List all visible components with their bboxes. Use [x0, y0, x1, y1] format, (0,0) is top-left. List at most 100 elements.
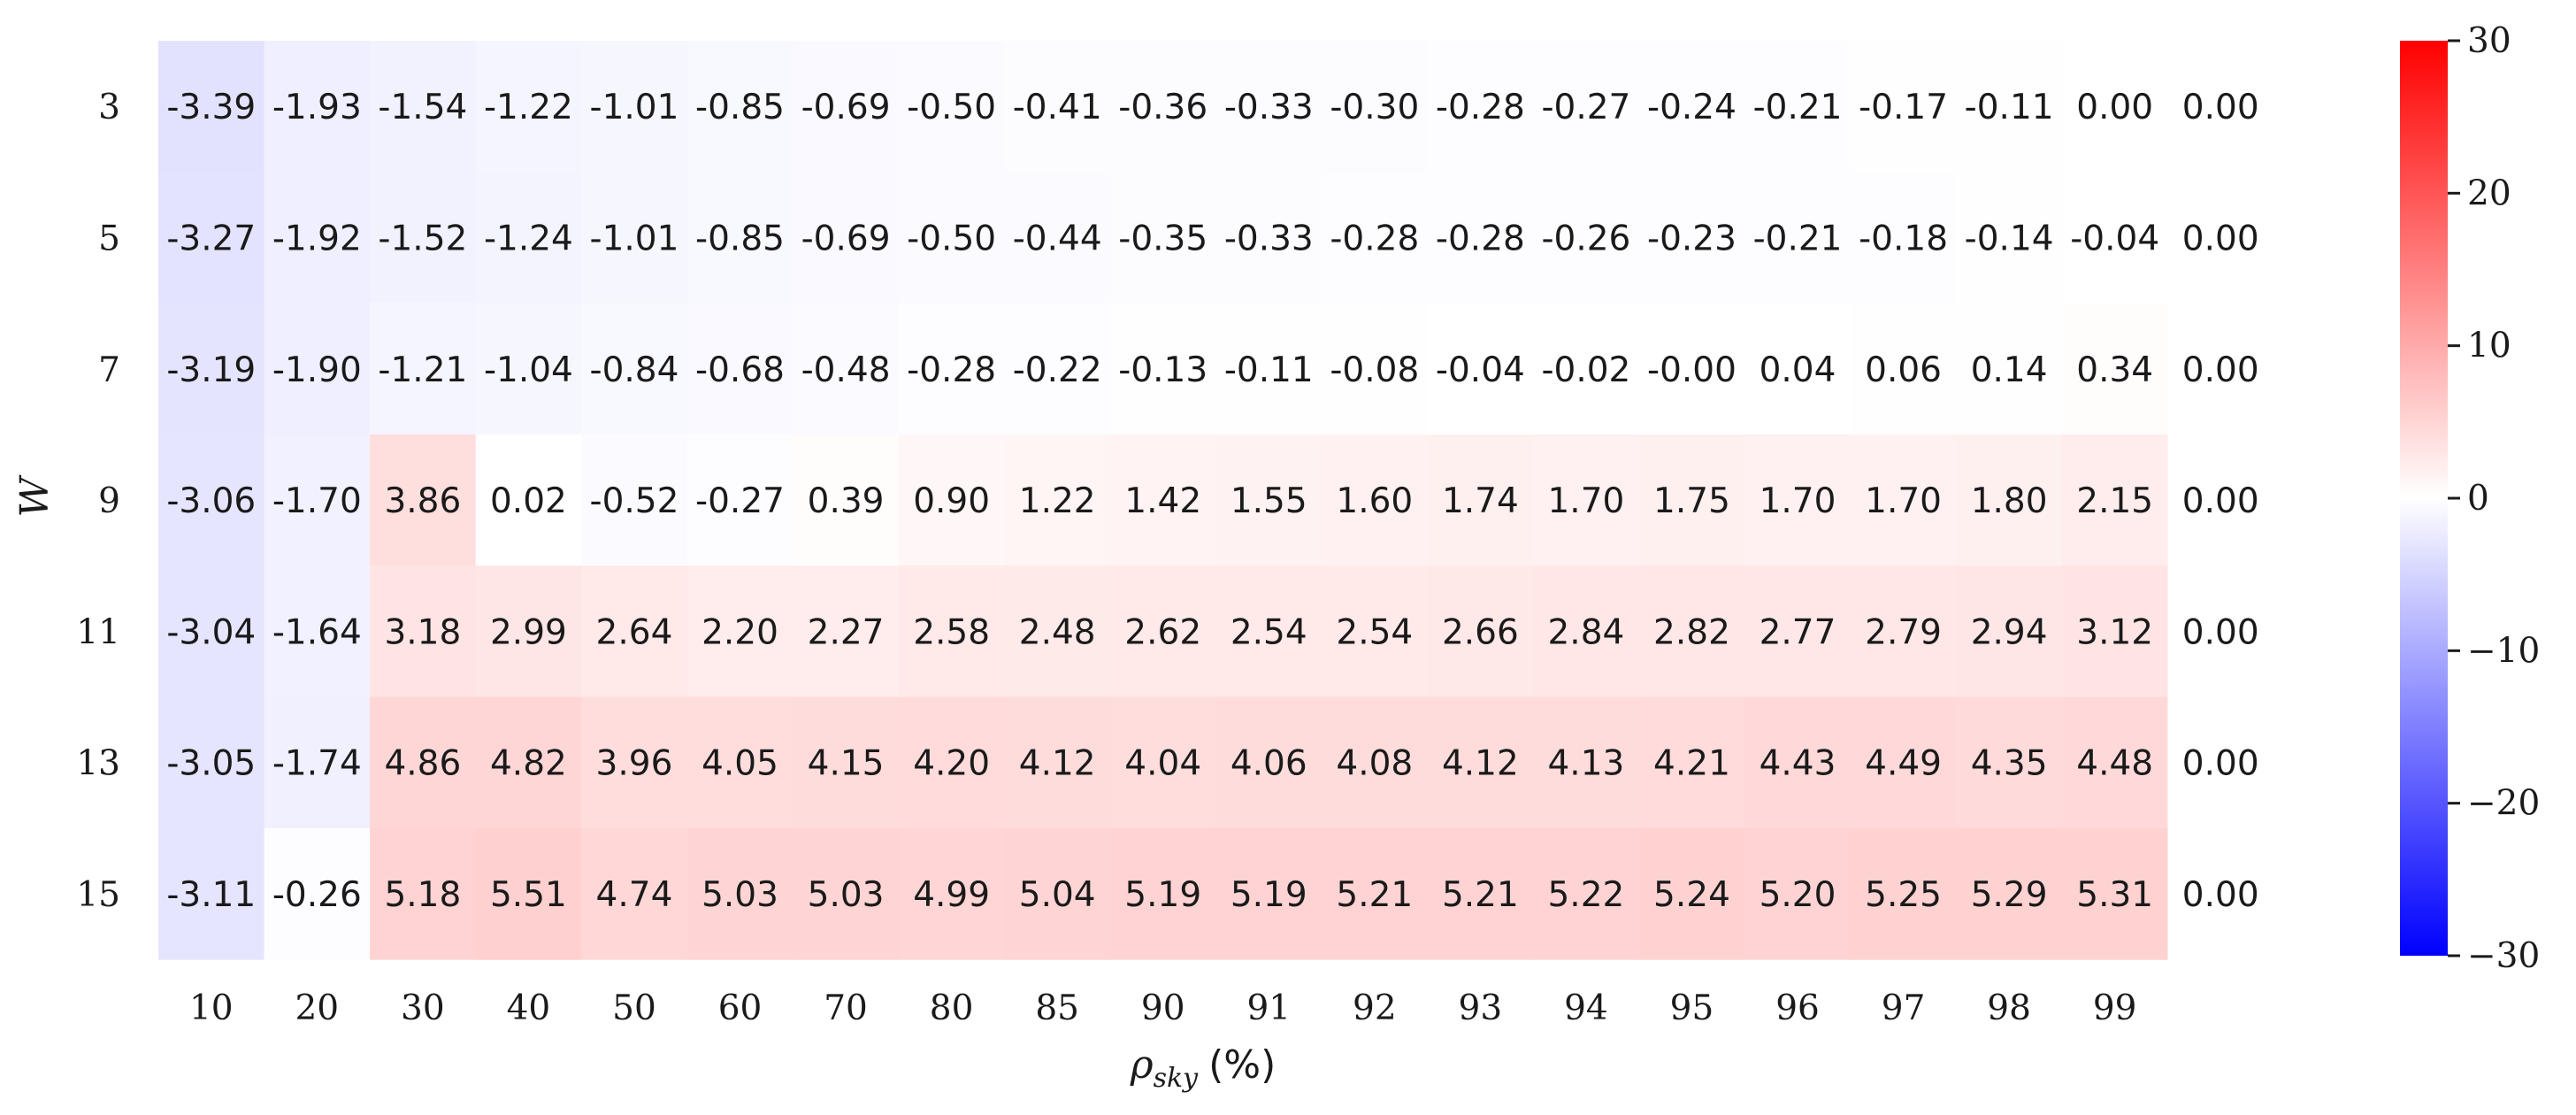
heatmap-cell-r2-c17 — [1956, 303, 2063, 435]
heatmap-cell-r3-c3 — [475, 434, 582, 566]
x-tick-label-70: 70 — [824, 988, 868, 1028]
cell-label-r1-c4: -1.01 — [590, 219, 679, 258]
cell-label-r6-c13: 5.22 — [1547, 875, 1624, 915]
heatmap-cell-r3-c15 — [1744, 434, 1852, 566]
cell-label-r5-c4: 3.96 — [596, 744, 673, 784]
heatmap-cell-r0-c3 — [475, 41, 582, 173]
x-tick-label-99: 99 — [2093, 988, 2137, 1028]
heatmap-cell-r1-c11 — [1322, 172, 1429, 304]
cell-label-r1-c15: -0.21 — [1753, 219, 1843, 258]
cell-label-r2-c6: -0.48 — [801, 350, 891, 390]
cell-label-r2-c1: -1.90 — [272, 350, 362, 390]
heatmap-cell-r2-c9 — [1109, 303, 1217, 435]
cell-label-r1-c13: -0.26 — [1541, 219, 1630, 258]
cell-label-r0-c15: -0.21 — [1753, 88, 1843, 127]
colorbar-ticks: 30 20 10 0 −10 −20 −30 — [2448, 21, 2540, 976]
heatmap-cell-r6-c4 — [581, 827, 688, 960]
cell-label-r6-c11: 5.21 — [1336, 875, 1413, 915]
heatmap-cell-r4-c10 — [1215, 565, 1322, 698]
heatmap-cell-r1-c5 — [686, 172, 794, 304]
x-axis-label: ρsky (%) — [1130, 1042, 1276, 1094]
cell-label-r4-c3: 2.99 — [490, 612, 567, 652]
y-tick-label-5: 5 — [98, 219, 120, 258]
cell-label-r1-c9: -0.35 — [1118, 219, 1208, 258]
heatmap-cell-r0-c7 — [898, 41, 1005, 173]
heatmap-cell-r3-c5 — [686, 434, 794, 566]
cell-label-r5-c10: 4.06 — [1230, 744, 1307, 784]
cell-label-r5-c6: 4.15 — [808, 744, 885, 784]
cell-label-r5-c18: 4.48 — [2076, 744, 2153, 784]
heatmap-cell-r0-c9 — [1109, 41, 1217, 173]
x-tick-label-96: 96 — [1775, 988, 1820, 1028]
colorbar-tick-label-0: 0 — [2467, 479, 2489, 519]
cell-label-r4-c19: 0.00 — [2182, 612, 2259, 652]
heatmap-cell-r4-c17 — [1956, 565, 2063, 698]
heatmap-cell-r1-c4 — [581, 172, 688, 304]
cell-label-r4-c5: 2.20 — [702, 612, 778, 652]
x-tick-label-10: 10 — [189, 988, 234, 1028]
cell-label-r4-c14: 2.82 — [1653, 612, 1730, 652]
cell-label-r5-c9: 4.04 — [1124, 744, 1201, 784]
heatmap-cell-r6-c13 — [1533, 827, 1640, 960]
cell-label-r4-c2: 3.18 — [384, 612, 461, 652]
cell-label-r3-c18: 2.15 — [2076, 481, 2153, 521]
x-tick-label-40: 40 — [507, 988, 551, 1028]
cell-label-r4-c1: -1.64 — [272, 612, 362, 652]
heatmap-cell-r1-c2 — [370, 172, 477, 304]
cell-label-r0-c10: -0.33 — [1224, 88, 1314, 127]
heatmap-cell-r1-c9 — [1109, 172, 1217, 304]
heatmap-cell-r0-c10 — [1215, 41, 1322, 173]
heatmap-cell-r4-c13 — [1533, 565, 1640, 698]
cell-label-r4-c17: 2.94 — [1971, 612, 2048, 652]
cell-label-r5-c7: 4.20 — [913, 744, 990, 784]
heatmap-cell-r3-c2 — [370, 434, 477, 566]
heatmap-cell-r4-c11 — [1322, 565, 1429, 698]
cell-label-r1-c12: -0.28 — [1436, 219, 1525, 258]
cell-label-r6-c4: 4.74 — [596, 875, 673, 915]
cell-label-r1-c18: -0.04 — [2070, 219, 2159, 258]
heatmap-cell-r0-c11 — [1322, 41, 1429, 173]
heatmap-cell-r5-c3 — [475, 696, 582, 829]
cell-label-r1-c3: -1.24 — [484, 219, 573, 258]
cell-label-r0-c8: -0.41 — [1013, 88, 1102, 127]
heatmap-cell-r6-c11 — [1322, 827, 1429, 960]
heatmap-cell-r2-c1 — [264, 303, 371, 435]
heatmap-cell-r0-c1 — [264, 41, 371, 173]
cell-label-r6-c8: 5.04 — [1019, 875, 1096, 915]
heatmap-cell-r1-c6 — [793, 172, 900, 304]
cell-label-r6-c18: 5.31 — [2076, 875, 2153, 915]
heatmap-cell-r2-c13 — [1533, 303, 1640, 435]
heatmap-cell-r3-c11 — [1322, 434, 1429, 566]
heatmap-cell-r4-c14 — [1638, 565, 1745, 698]
cell-label-r6-c17: 5.29 — [1971, 875, 2048, 915]
cell-label-r2-c8: -0.22 — [1013, 350, 1102, 390]
heatmap-cell-r0-c8 — [1004, 41, 1111, 173]
heatmap-cell-r6-c5 — [686, 827, 794, 960]
cell-label-r3-c2: 3.86 — [384, 481, 461, 521]
x-axis-label-symbol: ρ — [1130, 1042, 1154, 1088]
cell-label-r2-c11: -0.08 — [1330, 350, 1419, 390]
cell-label-r4-c13: 2.84 — [1547, 612, 1624, 652]
cell-label-r1-c2: -1.52 — [378, 219, 467, 258]
heatmap-cell-r2-c0 — [158, 303, 265, 435]
cell-label-r2-c3: -1.04 — [484, 350, 573, 390]
colorbar-tick-label--20: −20 — [2467, 784, 2540, 824]
heatmap-cell-r6-c19 — [2167, 827, 2274, 960]
heatmap-cell-r3-c14 — [1638, 434, 1745, 566]
heatmap-cell-r3-c19 — [2167, 434, 2274, 566]
heatmap-cell-r0-c13 — [1533, 41, 1640, 173]
cell-label-r1-c5: -0.85 — [695, 219, 785, 258]
cell-label-r1-c11: -0.28 — [1330, 219, 1419, 258]
heatmap-cell-r5-c9 — [1109, 696, 1217, 829]
heatmap-cell-r0-c14 — [1638, 41, 1745, 173]
cell-label-r4-c6: 2.27 — [808, 612, 885, 652]
cell-label-r6-c5: 5.03 — [702, 875, 778, 915]
heatmap-cell-r2-c19 — [2167, 303, 2274, 435]
heatmap-cell-r6-c14 — [1638, 827, 1745, 960]
cell-label-r2-c5: -0.68 — [695, 350, 785, 390]
cell-label-r0-c3: -1.22 — [484, 88, 573, 127]
cell-label-r4-c15: 2.77 — [1760, 612, 1836, 652]
x-tick-label-94: 94 — [1564, 988, 1608, 1028]
cell-label-r5-c13: 4.13 — [1547, 744, 1624, 784]
cell-label-r5-c8: 4.12 — [1019, 744, 1096, 784]
